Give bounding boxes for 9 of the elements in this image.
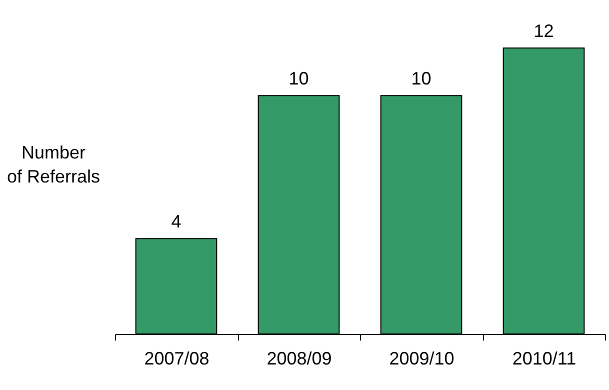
data-label: 10	[288, 68, 309, 89]
data-label: 12	[534, 21, 554, 41]
data-label: 4	[171, 212, 182, 232]
x-tick-label: 2010/11	[512, 348, 576, 368]
x-tick-label: 2007/08	[144, 348, 210, 368]
data-label: 10	[411, 68, 432, 89]
x-tick-label: 2009/10	[389, 348, 454, 368]
y-axis-title: Number of Referrals	[6, 142, 100, 186]
x-tick-label: 2008/09	[266, 348, 332, 368]
